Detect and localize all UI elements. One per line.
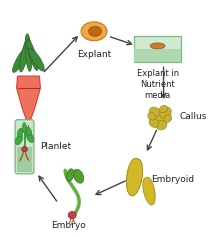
Ellipse shape: [89, 26, 101, 36]
Ellipse shape: [23, 123, 27, 133]
Text: Embryoid: Embryoid: [152, 175, 195, 184]
Text: Planlet: Planlet: [41, 142, 72, 151]
Ellipse shape: [26, 132, 34, 143]
Text: Embryo: Embryo: [51, 221, 86, 230]
Ellipse shape: [15, 134, 23, 145]
Ellipse shape: [149, 118, 159, 128]
Ellipse shape: [150, 43, 165, 49]
Ellipse shape: [160, 105, 168, 113]
Ellipse shape: [27, 39, 38, 70]
Text: Explant in
Nutrient
media: Explant in Nutrient media: [137, 69, 179, 100]
Ellipse shape: [17, 128, 23, 137]
Ellipse shape: [160, 107, 171, 118]
FancyBboxPatch shape: [134, 36, 181, 62]
Ellipse shape: [149, 107, 160, 117]
Ellipse shape: [73, 169, 84, 183]
Bar: [17, 147, 32, 172]
Bar: [134, 49, 181, 62]
Polygon shape: [143, 177, 155, 205]
Ellipse shape: [13, 47, 28, 72]
Ellipse shape: [66, 169, 74, 181]
Ellipse shape: [164, 114, 172, 123]
Ellipse shape: [26, 127, 32, 136]
Text: Explant: Explant: [77, 50, 111, 59]
Ellipse shape: [81, 22, 107, 41]
Ellipse shape: [152, 111, 168, 126]
Ellipse shape: [22, 146, 27, 152]
Ellipse shape: [25, 34, 32, 71]
Ellipse shape: [28, 48, 44, 71]
Ellipse shape: [20, 38, 30, 72]
FancyBboxPatch shape: [15, 120, 34, 174]
Polygon shape: [17, 76, 41, 126]
Ellipse shape: [148, 112, 156, 120]
Text: Callus: Callus: [179, 112, 207, 121]
Ellipse shape: [156, 120, 167, 130]
Polygon shape: [126, 159, 143, 196]
Ellipse shape: [68, 212, 76, 219]
